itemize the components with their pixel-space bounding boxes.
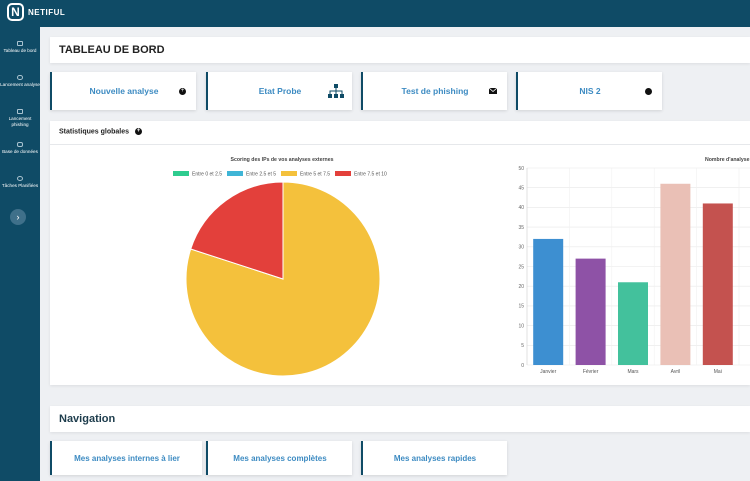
brand-logo[interactable]: N NETIFUL (7, 3, 65, 21)
bar-title: Nombre d'analyse (705, 157, 750, 163)
brand-name: NETIFUL (28, 7, 66, 17)
legend-swatch (227, 171, 243, 176)
page-title: TABLEAU DE BORD (59, 44, 165, 56)
y-tick-label: 50 (518, 166, 524, 172)
y-tick-label: 30 (518, 245, 524, 251)
clock-icon (17, 176, 23, 181)
pie-title: Scoring des IPs de vos analyses externes (231, 157, 334, 163)
legend-label: Entre 0 et 2.5 (192, 172, 222, 178)
x-tick-label: Avril (671, 369, 681, 375)
mail-icon (17, 109, 23, 114)
sidebar-item-label: Lancement analyse (0, 82, 40, 87)
card-nis-2[interactable]: NIS 2 (516, 72, 662, 110)
y-tick-label: 25 (518, 264, 524, 270)
y-tick-label: 0 (521, 363, 524, 369)
legend-swatch (335, 171, 351, 176)
sidebar-item-label: Base de données (2, 149, 38, 154)
x-tick-label: Mai (714, 369, 722, 375)
card-etat-probe[interactable]: Etat Probe (206, 72, 352, 110)
nav-label: Mes analyses complètes (233, 453, 327, 463)
nav-mes-analyses-rapides[interactable]: Mes analyses rapides (361, 441, 507, 475)
sidebar: Tableau de bord Lancement analyse Lancem… (0, 27, 40, 481)
card-test-de-phishing[interactable]: Test de phishing (361, 72, 507, 110)
y-tick-label: 45 (518, 186, 524, 192)
envelope-icon (489, 88, 497, 94)
sidebar-item-lancement-phishing[interactable]: Lancement phishing (0, 109, 40, 127)
dot-icon (645, 87, 652, 95)
bar (533, 238, 564, 365)
database-icon (17, 142, 23, 147)
y-tick-label: 35 (518, 225, 524, 231)
legend-label: Entre 5 et 7.5 (300, 172, 330, 178)
sidebar-item-taches-planifiees[interactable]: Tâches Planifiées (0, 176, 40, 189)
card-label: Nouvelle analyse (89, 86, 159, 96)
sidebar-item-label: Tâches Planifiées (1, 183, 39, 188)
stats-divider (50, 144, 750, 145)
sidebar-item-base-de-donnees[interactable]: Base de données (0, 142, 40, 155)
y-tick-label: 10 (518, 323, 524, 329)
cloud-icon (17, 75, 23, 80)
pie-slice (190, 181, 284, 280)
network-icon (328, 84, 344, 98)
bar (618, 282, 648, 365)
navigation-title: Navigation (59, 413, 116, 425)
x-tick-label: Mars (627, 369, 639, 375)
logo-mark-icon: N (7, 3, 24, 21)
title-panel (50, 37, 750, 63)
legend-label: Entre 7.5 et 10 (354, 172, 387, 178)
card-label: Test de phishing (401, 86, 469, 96)
top-bar: N NETIFUL (0, 0, 750, 27)
bar-chart: Nombre d'analyse 0 5 10 15 20 25 30 35 40 45 50 Janv… (518, 157, 750, 375)
monitor-icon (17, 41, 23, 46)
bar (660, 183, 691, 365)
legend-swatch (173, 171, 189, 176)
nav-mes-analyses-internes[interactable]: Mes analyses internes à lier (50, 441, 202, 475)
plus-circle-icon[interactable]: + (134, 128, 142, 135)
card-nouvelle-analyse[interactable]: Nouvelle analyse + (50, 72, 196, 110)
y-tick-label: 40 (518, 205, 524, 211)
nav-label: Mes analyses rapides (393, 453, 477, 463)
nav-label: Mes analyses internes à lier (74, 453, 180, 463)
sidebar-item-label: Tableau de bord (3, 48, 37, 53)
nav-mes-analyses-completes[interactable]: Mes analyses complètes (206, 441, 352, 475)
sidebar-item-lancement-analyse[interactable]: Lancement analyse (0, 75, 40, 88)
sidebar-toggle-button[interactable]: › (10, 209, 26, 225)
sidebar-item-tableau-de-bord[interactable]: Tableau de bord (0, 41, 40, 54)
plus-circle-icon: + (179, 87, 186, 95)
y-tick-label: 15 (518, 304, 524, 310)
chevron-right-icon: › (16, 212, 20, 222)
bar (702, 203, 733, 365)
x-tick-label: Février (583, 369, 599, 375)
legend-label: Entre 2.5 et 5 (246, 172, 276, 178)
y-tick-label: 20 (518, 284, 524, 290)
card-label: NIS 2 (579, 86, 601, 96)
legend-swatch (281, 171, 297, 176)
bar (575, 258, 606, 365)
pie-chart: Scoring des IPs de vos analyses externes… (173, 157, 387, 377)
y-tick-label: 5 (521, 343, 524, 349)
sidebar-item-label: Lancement phishing (8, 116, 32, 127)
stats-title: Statistiques globales (59, 128, 130, 136)
x-tick-label: Janvier (540, 369, 556, 375)
stats-header: Statistiques globales + (59, 128, 142, 135)
card-label: Etat Probe (258, 86, 302, 96)
navigation-panel (50, 406, 750, 432)
